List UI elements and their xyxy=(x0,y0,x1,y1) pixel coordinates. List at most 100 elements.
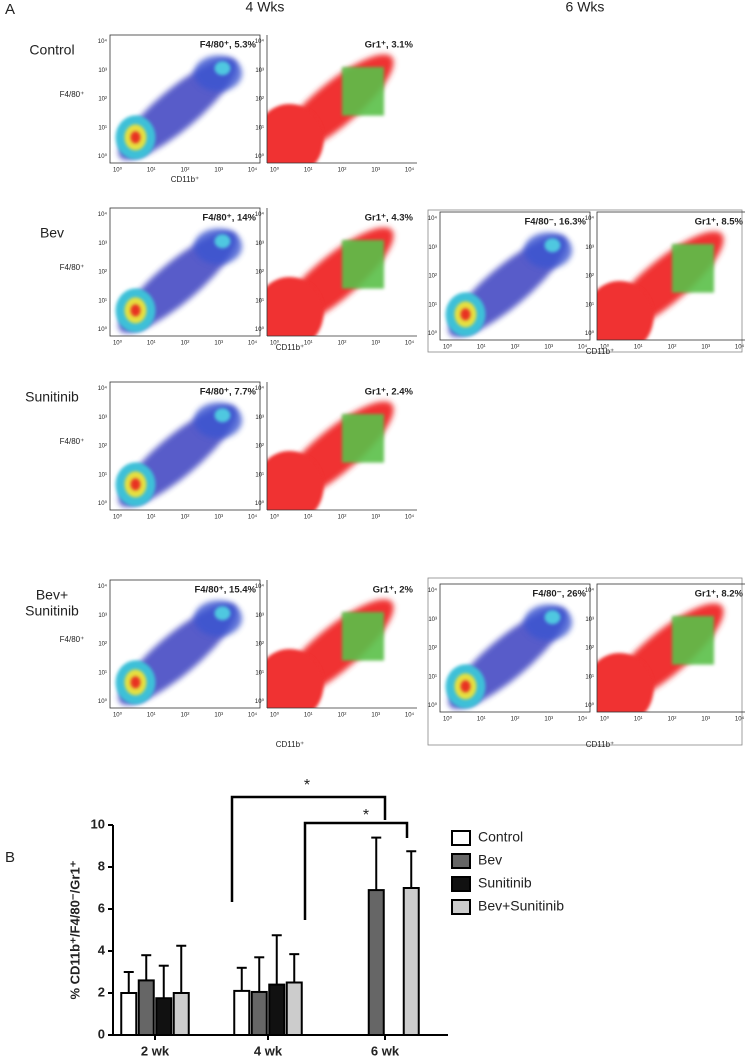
tick-label: 10³ xyxy=(371,341,380,347)
bar xyxy=(155,997,173,1036)
flow-plot: 10⁰ 10⁰ 10¹ 10¹ 10² 10² 10³ 10³ 10⁴ 10⁴ Gr1⁺, 4.3% xyxy=(255,208,417,347)
tick-label: 10¹ xyxy=(477,717,486,723)
legend-label: Bev xyxy=(478,852,502,868)
tick-label: 10⁰ xyxy=(255,698,265,705)
plot-frame xyxy=(109,34,261,164)
tick-label: 10¹ xyxy=(255,472,264,478)
bar xyxy=(250,990,268,1037)
tick-label: 10¹ xyxy=(634,717,643,723)
tick-label: 10⁰ xyxy=(98,326,108,333)
tick-label: 10⁴ xyxy=(405,167,415,174)
tick-label: 10⁰ xyxy=(270,340,280,347)
density-cyan xyxy=(214,408,231,423)
tick-label: 10⁰ xyxy=(98,153,108,160)
gate-label: F4/80⁻, 16.3% xyxy=(524,217,586,228)
plot-frame xyxy=(109,579,261,709)
flow-plot: 10⁰ 10⁰ 10¹ 10¹ 10² 10² 10³ 10³ 10⁴ 10⁴ Gr1⁺, 2.4% xyxy=(255,382,417,521)
tick-label: 10² xyxy=(428,274,437,280)
bar xyxy=(268,983,286,1036)
tick-label: 10⁴ xyxy=(98,211,108,218)
tick-label: 10¹ xyxy=(304,168,313,174)
tick-label: 10² xyxy=(255,444,264,450)
panel-label: B xyxy=(5,849,15,866)
flow-plot: 10⁰ 10⁰ 10¹ 10¹ 10² 10² 10³ 10³ 10⁴ 10⁴ Gr1⁺, 8.5% xyxy=(585,211,745,351)
flow-plot: 10⁰ 10⁰ 10¹ 10¹ 10² 10² 10³ 10³ 10⁴ 10⁴ F4/80⁻, 26… xyxy=(428,583,591,723)
density-red xyxy=(130,478,141,491)
row-label: Bev+ xyxy=(36,587,68,603)
tick-label: 10² xyxy=(585,274,594,280)
tick-label: 10⁴ xyxy=(98,385,108,392)
density xyxy=(115,55,242,160)
tick-label: 10⁰ xyxy=(98,698,108,705)
tick-label: 10¹ xyxy=(255,298,264,304)
tick-label: 10⁴ xyxy=(98,38,108,45)
tick-label: 10³ xyxy=(214,713,223,719)
legend-swatch xyxy=(451,876,471,892)
gated-red xyxy=(597,652,654,712)
significance-bracket xyxy=(303,821,409,920)
density xyxy=(445,232,572,337)
density xyxy=(267,599,394,708)
tick-label: 10¹ xyxy=(147,515,156,521)
gate-label: Gr1⁺, 4.3% xyxy=(365,213,414,224)
tick-label: 10³ xyxy=(214,168,223,174)
tick-label: 10⁴ xyxy=(428,587,438,594)
density xyxy=(115,228,242,333)
flow-plot: 10⁰ 10⁰ 10¹ 10¹ 10² 10² 10³ 10³ 10⁴ 10⁴ F4/80⁺, 5.… xyxy=(98,34,261,174)
tick-label: 10⁴ xyxy=(248,340,258,347)
tick-label: 10² xyxy=(255,642,264,648)
tick-label: 10⁰ xyxy=(255,153,265,160)
row-label: Bev xyxy=(40,225,64,241)
tick-label: 10¹ xyxy=(304,515,313,521)
tick-label: 10² xyxy=(585,646,594,652)
gated-green xyxy=(672,616,714,665)
y-tick-label: 8 xyxy=(98,858,105,873)
density xyxy=(115,402,242,507)
group-frame xyxy=(427,209,743,353)
tick-label: 10⁴ xyxy=(98,583,108,590)
tick-label: 10⁰ xyxy=(443,716,453,723)
tick-label: 10³ xyxy=(214,341,223,347)
tick-label: 10⁴ xyxy=(405,340,415,347)
tick-label: 10⁴ xyxy=(585,587,595,594)
tick-label: 10⁰ xyxy=(443,344,453,351)
plot-frame xyxy=(109,207,261,337)
density-red xyxy=(460,680,471,693)
tick-label: 10² xyxy=(338,168,347,174)
tick-label: 10⁰ xyxy=(600,344,610,351)
flow-plot: 10⁰ 10⁰ 10¹ 10¹ 10² 10² 10³ 10³ 10⁴ 10⁴ F4/80⁺, 7.… xyxy=(98,381,261,521)
flow-plot: 10⁰ 10⁰ 10¹ 10¹ 10² 10² 10³ 10³ 10⁴ 10⁴ F4/80⁺, 14… xyxy=(98,207,261,347)
density-red xyxy=(130,676,141,689)
tick-label: 10² xyxy=(98,444,107,450)
gated-green xyxy=(342,240,384,289)
gate-label: F4/80⁺, 14% xyxy=(202,213,256,224)
tick-label: 10⁴ xyxy=(578,344,588,351)
tick-label: 10³ xyxy=(98,415,107,421)
y-axis-label: F4/80⁺ xyxy=(60,437,85,446)
tick-label: 10² xyxy=(338,515,347,521)
bar xyxy=(137,979,155,1037)
tick-label: 10⁰ xyxy=(98,500,108,507)
gate-label: F4/80⁺, 7.7% xyxy=(200,387,257,398)
column-header: 6 Wks xyxy=(566,0,605,15)
density-cyan xyxy=(544,238,561,253)
tick-label: 10³ xyxy=(98,241,107,247)
tick-label: 10¹ xyxy=(255,670,264,676)
tick-label: 10⁴ xyxy=(255,583,265,590)
gated-red xyxy=(267,276,324,336)
tick-label: 10² xyxy=(511,345,520,351)
flow-plot: 10⁰ 10⁰ 10¹ 10¹ 10² 10² 10³ 10³ 10⁴ 10⁴ Gr1⁺, 8.2% xyxy=(585,583,745,723)
tick-label: 10³ xyxy=(371,168,380,174)
row-label: Control xyxy=(29,42,74,58)
y-axis-label: F4/80⁺ xyxy=(60,635,85,644)
tick-label: 10⁰ xyxy=(600,716,610,723)
tick-label: 10¹ xyxy=(147,713,156,719)
tick-label: 10⁴ xyxy=(735,716,745,723)
density xyxy=(267,401,394,510)
tick-label: 10⁴ xyxy=(578,716,588,723)
tick-label: 10¹ xyxy=(98,125,107,131)
tick-label: 10³ xyxy=(701,717,710,723)
tick-label: 10² xyxy=(181,341,190,347)
gated-green xyxy=(342,414,384,463)
tick-label: 10⁰ xyxy=(270,514,280,521)
